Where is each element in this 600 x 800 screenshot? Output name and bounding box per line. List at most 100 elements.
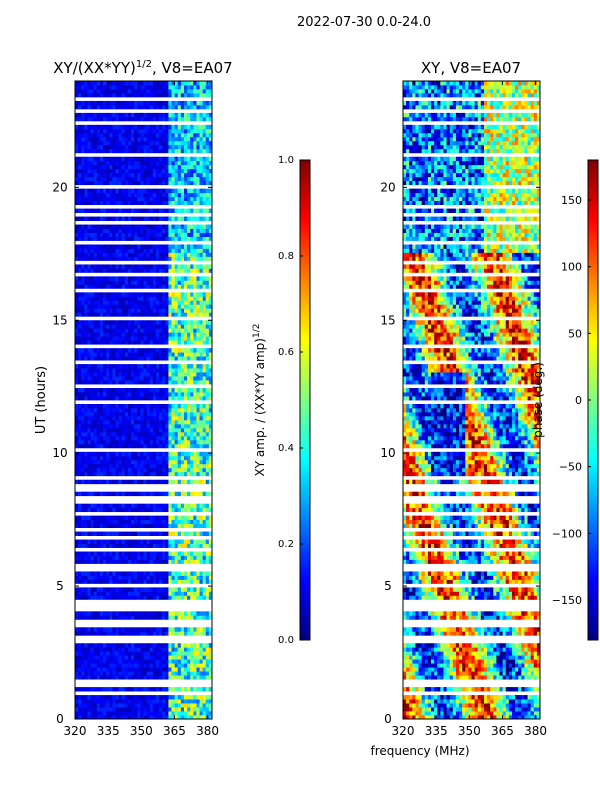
heatmap-cell (90, 380, 95, 385)
heatmap-cell (134, 324, 138, 329)
heatmap-cell (112, 423, 116, 429)
heatmap-cell (124, 555, 129, 560)
heatmap-cell (106, 711, 110, 716)
heatmap-cell (208, 256, 213, 261)
heatmap-cell (171, 352, 176, 357)
heatmap-cell (143, 703, 148, 708)
heatmap-cell (202, 675, 207, 680)
heatmap-cell (115, 156, 119, 162)
heatmap-cell (87, 699, 91, 704)
heatmap-cell (174, 711, 179, 716)
heatmap-cell (177, 280, 182, 285)
heatmap-cell (143, 463, 148, 469)
heatmap-cell (155, 455, 160, 461)
heatmap-cell (146, 479, 151, 485)
heatmap-cell (78, 392, 82, 397)
heatmap-cell (84, 587, 88, 592)
heatmap-cell (137, 435, 141, 441)
heatmap-cell (149, 591, 154, 596)
heatmap-cell (149, 687, 154, 692)
heatmap-cell (205, 160, 210, 166)
heatmap-cell (177, 352, 182, 357)
heatmap-cell (177, 575, 182, 580)
heatmap-cell (87, 463, 91, 469)
heatmap-cell (193, 340, 197, 345)
heatmap-cell (177, 435, 182, 441)
heatmap-cell (121, 627, 126, 632)
heatmap-cell (121, 280, 126, 285)
heatmap-cell (190, 160, 194, 166)
heatmap-cell (96, 376, 101, 381)
heatmap-cell (75, 132, 79, 138)
heatmap-cell (78, 463, 82, 469)
heatmap-cell (202, 376, 207, 381)
heatmap-cell (137, 300, 141, 305)
heatmap-cell (99, 643, 104, 648)
heatmap-cell (152, 172, 157, 178)
heatmap-cell (134, 631, 138, 636)
heatmap-cell (171, 431, 176, 437)
heatmap-cell (202, 228, 207, 233)
heatmap-cell (155, 264, 160, 269)
heatmap-cell (137, 575, 141, 580)
heatmap-cell (177, 703, 182, 708)
heatmap-cell (75, 396, 79, 401)
heatmap-cell (177, 368, 182, 373)
heatmap-cell (196, 208, 200, 213)
heatmap-cell (90, 252, 95, 257)
heatmap-cell (171, 539, 176, 544)
heatmap-cell (140, 364, 144, 369)
heatmap-cell (180, 232, 185, 237)
heatmap-cell (196, 320, 200, 325)
heatmap-cell (143, 407, 148, 413)
heatmap-cell (190, 575, 194, 580)
heatmap-cell (180, 551, 185, 556)
heatmap-cell (149, 411, 154, 417)
heatmap-cell (134, 443, 138, 449)
heatmap-cell (90, 196, 95, 202)
heatmap-cell (90, 703, 95, 708)
heatmap-cell (152, 711, 157, 716)
heatmap-cell (90, 443, 95, 449)
heatmap-cell (109, 392, 113, 397)
heatmap-cell (190, 248, 194, 253)
heatmap-cell (155, 236, 160, 241)
heatmap-cell (124, 128, 129, 134)
heatmap-cell (208, 699, 213, 704)
heatmap-cell (81, 655, 85, 660)
heatmap-cell (121, 455, 126, 461)
heatmap-cell (190, 308, 194, 313)
heatmap-cell (93, 252, 98, 257)
heatmap-cell (208, 415, 213, 421)
heatmap-cell (109, 631, 113, 636)
heatmap-cell (149, 140, 154, 146)
heatmap-cell (103, 128, 107, 134)
heatmap-cell (90, 551, 95, 556)
heatmap-cell (190, 479, 194, 485)
heatmap-cell (165, 647, 169, 652)
heatmap-cell (146, 643, 151, 648)
heatmap-cell (205, 276, 210, 281)
heatmap-cell (202, 176, 207, 182)
heatmap-cell (112, 419, 116, 425)
heatmap-cell (118, 248, 123, 253)
heatmap-cell (121, 252, 126, 257)
heatmap-cell (106, 459, 110, 465)
heatmap-cell (152, 192, 157, 198)
heatmap-cell (162, 200, 166, 206)
heatmap-cell (118, 348, 123, 353)
heatmap-cell (115, 471, 119, 477)
heatmap-cell (99, 415, 104, 421)
heatmap-cell (165, 591, 169, 596)
heatmap-cell (121, 196, 126, 202)
heatmap-cell (140, 356, 144, 361)
heatmap-cell (103, 559, 107, 564)
heatmap-cell (143, 491, 148, 497)
heatmap-cell (115, 224, 119, 229)
heatmap-cell (199, 192, 204, 198)
heatmap-cell (115, 292, 119, 297)
heatmap-cell (118, 236, 123, 241)
heatmap-cell (205, 507, 210, 513)
heatmap-cell (124, 200, 129, 206)
heatmap-cell (199, 655, 204, 660)
